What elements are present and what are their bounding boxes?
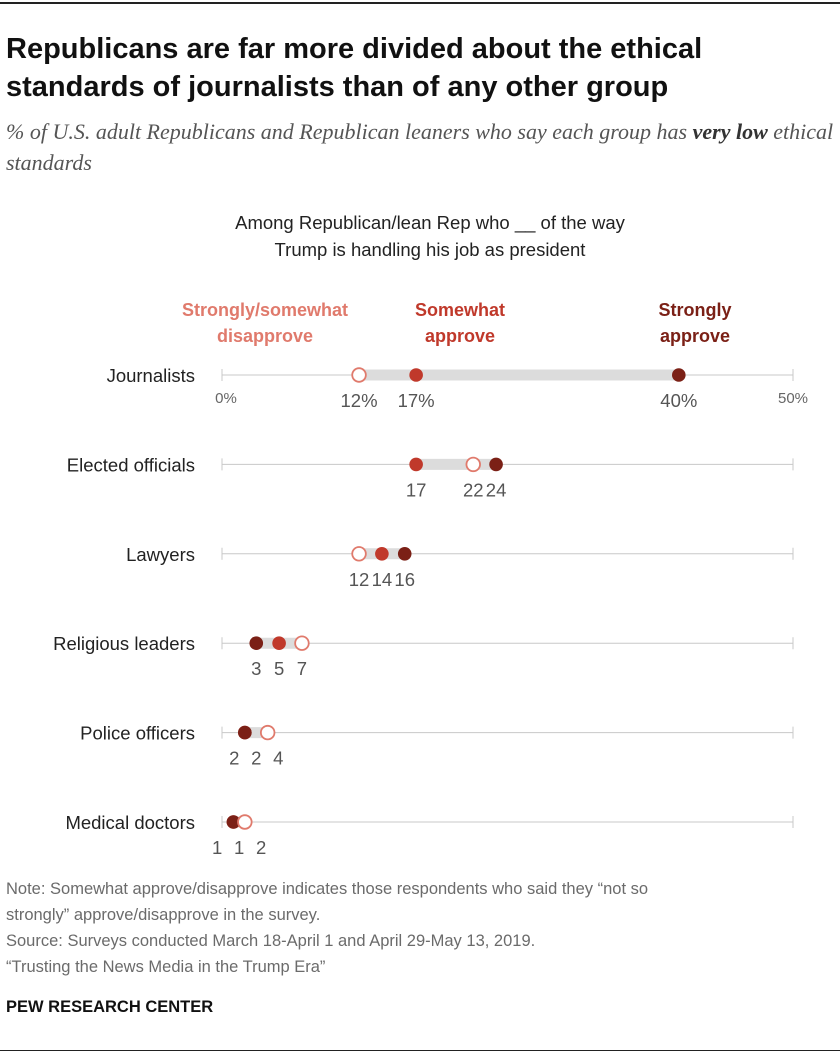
value-label-strongly-somewhat-disapprove-journalists: 12% [341, 390, 378, 411]
dot-strongly-approve-elected-officials [489, 457, 503, 472]
report-line: “Trusting the News Media in the Trump Er… [6, 958, 326, 976]
dot-strongly-approve-religious-leaders [249, 636, 264, 650]
footnotes: Note: Somewhat approve/disapprove indica… [6, 876, 836, 980]
value-label-strongly-somewhat-disapprove-medical-doctors: 2 [256, 837, 266, 858]
value-label-strongly-approve-journalists: 40% [660, 390, 697, 411]
row-label-lawyers: Lawyers [126, 544, 195, 565]
bottom-rule [0, 1050, 840, 1051]
value-label-strongly-approve-police-officers: 2 [251, 748, 261, 769]
legend-strongly-line1: Strongly [658, 300, 732, 320]
value-label-somewhat-approve-religious-leaders: 5 [274, 658, 284, 679]
value-label-strongly-somewhat-disapprove-elected-officials: 22 [463, 479, 484, 500]
value-label-strongly-somewhat-disapprove-police-officers: 4 [273, 748, 283, 769]
legend-strongly-approve: Strongly approve [630, 297, 760, 349]
value-label-strongly-somewhat-disapprove-lawyers: 12 [349, 569, 370, 590]
note-line1: Note: Somewhat approve/disapprove indica… [6, 880, 649, 898]
subtitle-text-end: ethical standards [6, 119, 834, 175]
value-label-strongly-approve-lawyers: 16 [394, 569, 415, 590]
dot-strongly-somewhat-disapprove-police-officers [259, 724, 276, 741]
note-line2: strongly” approve/disapprove in the surv… [6, 906, 321, 924]
dot-somewhat-approve-lawyers [375, 547, 389, 561]
legend-somewhat-approve: Somewhat approve [395, 297, 525, 349]
dot-strongly-somewhat-disapprove-elected-officials [465, 456, 481, 473]
dot-strongly-somewhat-disapprove-lawyers [351, 546, 367, 562]
dot-somewhat-approve-journalists [409, 368, 423, 382]
dot-strongly-somewhat-disapprove-journalists [351, 367, 367, 383]
column-header-line1: Among Republican/lean Rep who __ of the … [235, 212, 625, 233]
legend-disapprove: Strongly/somewhat disapprove [150, 297, 380, 349]
value-label-somewhat-approve-police-officers: 2 [229, 748, 239, 769]
chart-title: Republicans are far more divided about t… [6, 33, 703, 103]
value-label-somewhat-approve-medical-doctors: 1 [212, 837, 222, 858]
value-label-strongly-approve-elected-officials: 24 [486, 479, 507, 500]
dot-strongly-approve-journalists [672, 368, 686, 382]
dot-strongly-approve-police-officers [238, 725, 252, 740]
row-label-religious-leaders: Religious leaders [53, 633, 195, 654]
value-label-somewhat-approve-journalists: 17% [398, 390, 435, 411]
row-label-journalists: Journalists [107, 365, 195, 386]
column-header: Among Republican/lean Rep who __ of the … [150, 209, 710, 263]
value-label-strongly-somewhat-disapprove-religious-leaders: 7 [297, 658, 307, 679]
legend-somewhat-line1: Somewhat [414, 300, 506, 320]
dot-strongly-somewhat-disapprove-religious-leaders [294, 635, 310, 651]
row-label-police-officers: Police officers [80, 723, 195, 744]
legend-disapprove-line1: Strongly/somewhat [181, 300, 349, 320]
legend-somewhat-line2: approve [424, 326, 496, 346]
axis-label-max: 50% [778, 390, 808, 407]
value-label-somewhat-approve-elected-officials: 17 [406, 479, 427, 500]
source-line: Source: Surveys conducted March 18-April… [6, 932, 536, 950]
dot-somewhat-approve-religious-leaders [272, 636, 286, 650]
legend-strongly-line2: approve [659, 326, 731, 346]
value-label-strongly-approve-religious-leaders: 3 [251, 658, 261, 679]
column-header-line2: Trump is handling his job as president [274, 239, 586, 260]
dot-somewhat-approve-elected-officials [409, 457, 423, 472]
legend-disapprove-line2: disapprove [216, 326, 314, 346]
dot-strongly-approve-medical-doctors [226, 815, 241, 829]
row-label-medical-doctors: Medical doctors [65, 812, 195, 833]
top-rule [0, 2, 840, 4]
dot-strongly-approve-lawyers [397, 547, 412, 561]
value-label-strongly-approve-medical-doctors: 1 [234, 837, 244, 858]
subtitle-text: % of U.S. adult Republicans and Republic… [6, 119, 693, 144]
pew-brand: PEW RESEARCH CENTER [6, 998, 214, 1016]
axis-label-min: 0% [215, 390, 237, 407]
chart-subtitle: % of U.S. adult Republicans and Republic… [6, 116, 836, 178]
value-label-somewhat-approve-lawyers: 14 [372, 569, 393, 590]
subtitle-emphasis: very low [692, 119, 768, 144]
dot-strongly-somewhat-disapprove-medical-doctors [237, 814, 253, 830]
dot-plot: Journalists 12% 17% 40% 0% 50% Elected officia… [53, 365, 808, 858]
row-label-elected-officials: Elected officials [67, 454, 195, 475]
